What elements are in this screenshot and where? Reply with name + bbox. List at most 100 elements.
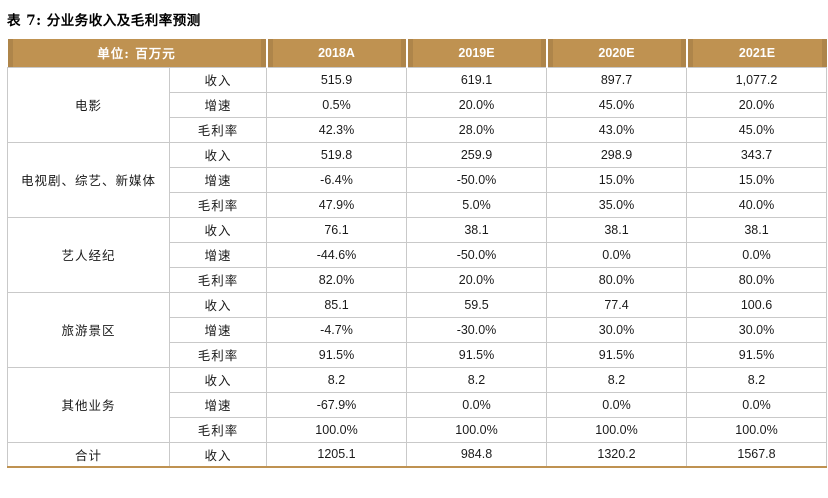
- value-cell: 42.3%: [266, 116, 407, 143]
- total-row: 合计 收入 1205.1 984.8 1320.2 1567.8: [7, 441, 827, 468]
- value-cell: 76.1: [266, 216, 407, 243]
- value-cell: 47.9%: [266, 191, 407, 218]
- metric-cell: 毛利率: [169, 266, 267, 293]
- value-cell: 8.2: [686, 366, 827, 393]
- value-cell: 100.0%: [406, 416, 547, 443]
- value-cell: 80.0%: [546, 266, 687, 293]
- value-cell: 100.6: [686, 291, 827, 318]
- metric-cell: 收入: [169, 441, 267, 468]
- year-header-2021e: 2021E: [685, 39, 827, 67]
- value-cell: 1205.1: [266, 441, 407, 468]
- value-cell: 38.1: [686, 216, 827, 243]
- table-row: 毛利率 100.0% 100.0% 100.0% 100.0%: [8, 416, 827, 443]
- value-cell: 30.0%: [686, 316, 827, 343]
- table-row: 增速 -44.6% -50.0% 0.0% 0.0%: [8, 241, 827, 268]
- value-cell: 0.0%: [686, 391, 827, 418]
- value-cell: 59.5: [406, 291, 547, 318]
- value-cell: 40.0%: [686, 191, 827, 218]
- metric-cell: 收入: [169, 291, 267, 318]
- value-cell: 897.7: [546, 66, 687, 93]
- total-name-cell: 合计: [7, 441, 170, 468]
- metric-cell: 毛利率: [169, 341, 267, 368]
- value-cell: 515.9: [266, 66, 407, 93]
- table-row: 增速 0.5% 20.0% 45.0% 20.0%: [8, 91, 827, 118]
- value-cell: 15.0%: [686, 166, 827, 193]
- table-row: 其他业务 收入 8.2 8.2 8.2 8.2: [7, 366, 827, 443]
- value-cell: 1567.8: [686, 441, 827, 468]
- value-cell: 45.0%: [546, 91, 687, 118]
- metric-cell: 毛利率: [169, 116, 267, 143]
- value-cell: 28.0%: [406, 116, 547, 143]
- value-cell: 38.1: [546, 216, 687, 243]
- metric-cell: 毛利率: [169, 191, 267, 218]
- table-row: 增速 -6.4% -50.0% 15.0% 15.0%: [8, 166, 827, 193]
- business-name-cell: 其他业务: [7, 366, 170, 443]
- value-cell: 1320.2: [546, 441, 687, 468]
- value-cell: 100.0%: [546, 416, 687, 443]
- table-row: 电视剧、综艺、新媒体 收入 519.8 259.9 298.9 343.7: [7, 141, 827, 218]
- forecast-table: 单位: 百万元 2018A 2019E 2020E 2021E 电影 收入 51…: [7, 39, 827, 468]
- value-cell: -4.7%: [266, 316, 407, 343]
- value-cell: 343.7: [686, 141, 827, 168]
- table-row: 旅游景区 收入 85.1 59.5 77.4 100.6: [7, 291, 827, 368]
- metric-cell: 增速: [169, 316, 267, 343]
- value-cell: 35.0%: [546, 191, 687, 218]
- value-cell: 20.0%: [406, 266, 547, 293]
- value-cell: 5.0%: [406, 191, 547, 218]
- value-cell: 519.8: [266, 141, 407, 168]
- value-cell: 100.0%: [686, 416, 827, 443]
- value-cell: -30.0%: [406, 316, 547, 343]
- value-cell: 85.1: [266, 291, 407, 318]
- table-row: 毛利率 91.5% 91.5% 91.5% 91.5%: [8, 341, 827, 368]
- value-cell: 38.1: [406, 216, 547, 243]
- value-cell: 0.0%: [546, 391, 687, 418]
- value-cell: 0.0%: [406, 391, 547, 418]
- value-cell: 15.0%: [546, 166, 687, 193]
- table-row: 毛利率 82.0% 20.0% 80.0% 80.0%: [8, 266, 827, 293]
- value-cell: 91.5%: [686, 341, 827, 368]
- metric-cell: 收入: [169, 366, 267, 393]
- year-header-2018a: 2018A: [265, 39, 407, 67]
- value-cell: 984.8: [406, 441, 547, 468]
- value-cell: 91.5%: [406, 341, 547, 368]
- table-row: 电影 收入 515.9 619.1 897.7 1,077.2: [7, 66, 827, 143]
- value-cell: 43.0%: [546, 116, 687, 143]
- metric-cell: 增速: [169, 241, 267, 268]
- value-cell: 8.2: [546, 366, 687, 393]
- value-cell: 259.9: [406, 141, 547, 168]
- value-cell: 1,077.2: [686, 66, 827, 93]
- value-cell: 20.0%: [406, 91, 547, 118]
- business-name-cell: 艺人经纪: [7, 216, 170, 293]
- value-cell: 80.0%: [686, 266, 827, 293]
- value-cell: 100.0%: [266, 416, 407, 443]
- value-cell: 45.0%: [686, 116, 827, 143]
- value-cell: 619.1: [406, 66, 547, 93]
- value-cell: -67.9%: [266, 391, 407, 418]
- business-name-cell: 电影: [7, 66, 170, 143]
- value-cell: 298.9: [546, 141, 687, 168]
- table-row: 艺人经纪 收入 76.1 38.1 38.1 38.1: [7, 216, 827, 293]
- value-cell: -6.4%: [266, 166, 407, 193]
- value-cell: 8.2: [406, 366, 547, 393]
- metric-cell: 收入: [169, 66, 267, 93]
- metric-cell: 收入: [169, 216, 267, 243]
- header-row: 单位: 百万元 2018A 2019E 2020E 2021E: [7, 39, 827, 67]
- year-header-2020e: 2020E: [545, 39, 687, 67]
- unit-header-cell: 单位: 百万元: [7, 39, 267, 67]
- value-cell: -50.0%: [406, 241, 547, 268]
- table-title: 表 7: 分业务收入及毛利率预测: [7, 13, 201, 29]
- value-cell: 30.0%: [546, 316, 687, 343]
- value-cell: 91.5%: [266, 341, 407, 368]
- value-cell: 91.5%: [546, 341, 687, 368]
- value-cell: 0.5%: [266, 91, 407, 118]
- metric-cell: 收入: [169, 141, 267, 168]
- value-cell: 20.0%: [686, 91, 827, 118]
- value-cell: -44.6%: [266, 241, 407, 268]
- value-cell: 82.0%: [266, 266, 407, 293]
- metric-cell: 增速: [169, 166, 267, 193]
- table-row: 增速 -4.7% -30.0% 30.0% 30.0%: [8, 316, 827, 343]
- year-header-2019e: 2019E: [405, 39, 547, 67]
- table-row: 毛利率 42.3% 28.0% 43.0% 45.0%: [8, 116, 827, 143]
- value-cell: 8.2: [266, 366, 407, 393]
- value-cell: 77.4: [546, 291, 687, 318]
